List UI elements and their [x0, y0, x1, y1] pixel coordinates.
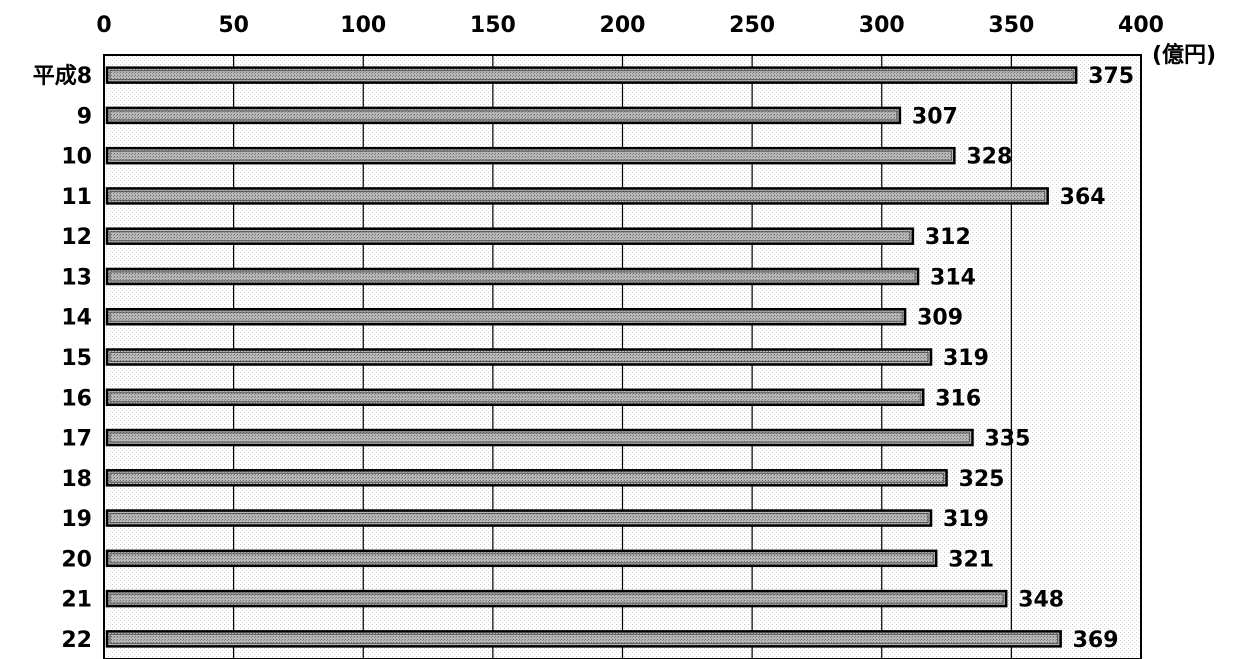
- value-label: 309: [917, 306, 963, 331]
- category-label: 12: [61, 225, 92, 250]
- x-tick-label: 250: [729, 13, 775, 38]
- value-label: 325: [959, 467, 1005, 492]
- x-tick-label: 50: [218, 13, 249, 38]
- bar-inner: [109, 633, 1059, 644]
- category-label: 9: [77, 104, 92, 129]
- category-label: 16: [61, 386, 92, 411]
- bar-inner: [109, 311, 903, 322]
- bar: [105, 227, 915, 245]
- bar-inner: [109, 70, 1074, 81]
- bar: [105, 388, 925, 407]
- bar: [105, 146, 956, 165]
- bar: [105, 630, 1062, 648]
- category-label: 22: [61, 628, 92, 653]
- bar-inner: [109, 271, 916, 282]
- category-label: 17: [61, 427, 92, 452]
- bar-inner: [109, 432, 970, 443]
- category-label: 平成8: [33, 64, 92, 89]
- category-label: 10: [61, 145, 92, 170]
- bar-inner: [109, 472, 945, 483]
- category-label: 21: [61, 588, 92, 613]
- x-tick-label: 300: [859, 13, 905, 38]
- bar: [105, 469, 948, 487]
- bar-inner: [109, 150, 952, 161]
- value-label: 348: [1018, 588, 1064, 613]
- bar: [105, 348, 933, 366]
- bar-inner: [109, 352, 929, 362]
- value-label: 321: [948, 547, 994, 572]
- bar: [105, 549, 938, 568]
- category-label: 11: [61, 185, 92, 210]
- value-label: 328: [966, 145, 1012, 170]
- value-label: 364: [1060, 185, 1106, 210]
- bar: [105, 509, 933, 527]
- x-tick-label: 0: [96, 13, 111, 38]
- value-label: 316: [935, 386, 981, 411]
- bar-inner: [109, 190, 1046, 201]
- bar: [105, 589, 1008, 608]
- bar: [105, 267, 920, 286]
- bar: [105, 106, 902, 125]
- bar: [105, 307, 907, 326]
- value-label: 314: [930, 265, 976, 290]
- category-label: 20: [61, 547, 92, 572]
- x-tick-label: 350: [988, 13, 1034, 38]
- bar: [105, 66, 1078, 84]
- bars: [105, 66, 1078, 648]
- x-axis-ticks: 0 50 100 150 200 250 300 350 400: [96, 13, 1164, 38]
- bar-inner: [109, 392, 921, 403]
- value-label: 312: [925, 225, 971, 250]
- category-label: 13: [61, 265, 92, 290]
- category-label: 18: [61, 467, 92, 492]
- bar-inner: [109, 110, 898, 121]
- category-label: 14: [61, 306, 92, 331]
- bar: [105, 187, 1049, 205]
- y-axis-categories: 平成8 9 10 11 12 13 14 15 16 17 18 19 20 21 22: [33, 64, 92, 653]
- x-tick-label: 100: [340, 13, 386, 38]
- value-label: 369: [1073, 628, 1119, 653]
- category-label: 15: [61, 346, 92, 371]
- x-tick-label: 200: [600, 13, 646, 38]
- value-label: 307: [912, 104, 958, 129]
- bar-inner: [109, 553, 934, 564]
- bar-inner: [109, 231, 911, 242]
- bar-inner: [109, 593, 1004, 604]
- value-label: 375: [1088, 64, 1134, 89]
- unit-label: (億円): [1152, 42, 1216, 68]
- category-label: 19: [61, 507, 92, 532]
- value-label: 335: [984, 427, 1030, 452]
- value-label: 319: [943, 507, 989, 532]
- bar-inner: [109, 513, 929, 524]
- value-label: 319: [943, 346, 989, 371]
- x-tick-label: 400: [1118, 13, 1164, 38]
- bar: [105, 428, 974, 447]
- x-tick-label: 150: [470, 13, 516, 38]
